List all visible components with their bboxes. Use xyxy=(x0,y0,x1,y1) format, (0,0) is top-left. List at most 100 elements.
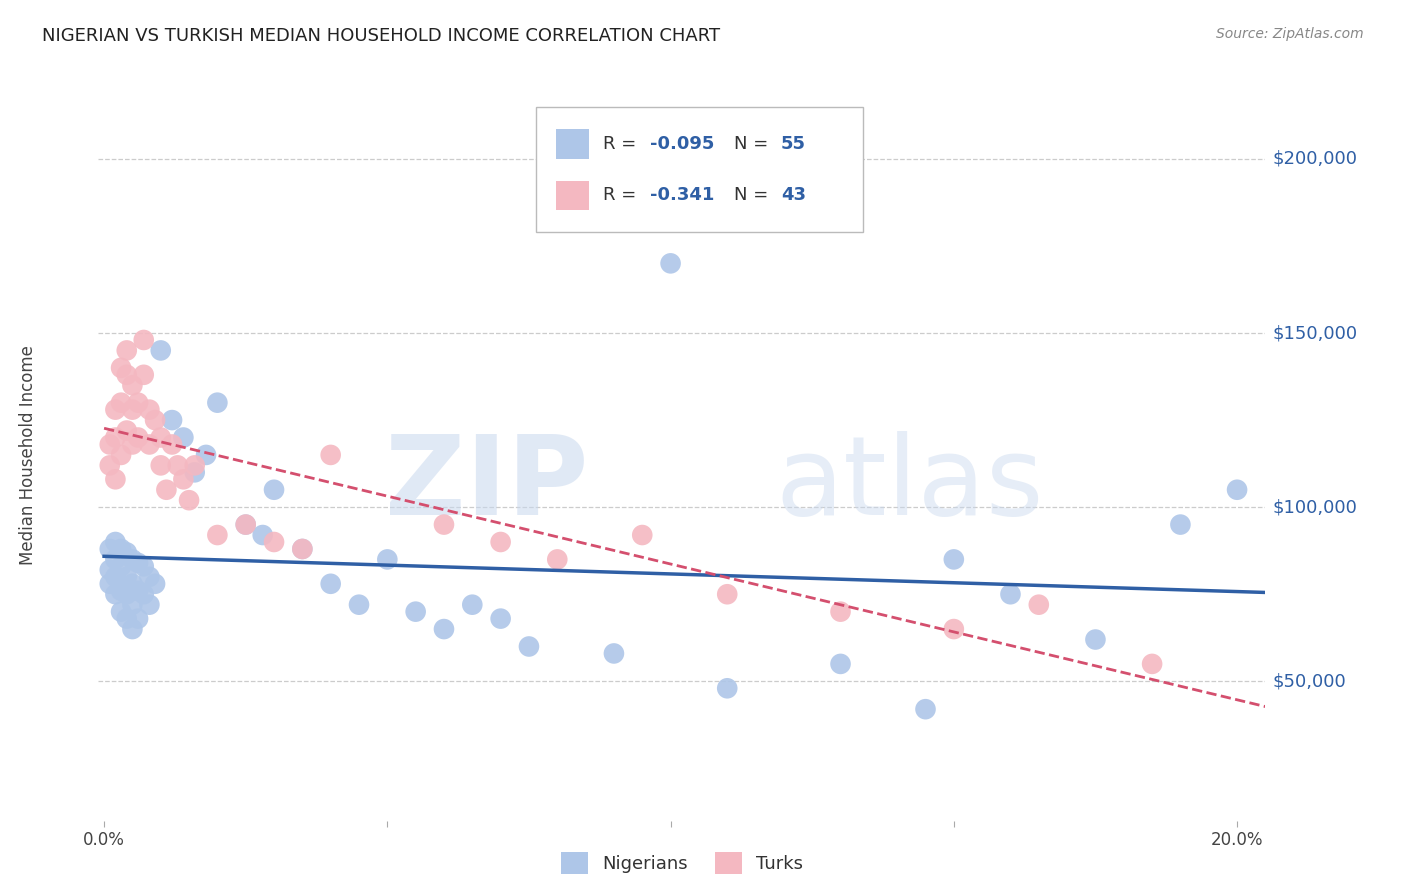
Point xyxy=(263,483,285,497)
Text: R =: R = xyxy=(603,186,641,204)
Point xyxy=(1084,632,1107,647)
Point xyxy=(517,640,540,654)
Point xyxy=(98,541,121,556)
Point xyxy=(98,458,121,473)
Text: $150,000: $150,000 xyxy=(1272,324,1358,342)
Point xyxy=(172,472,194,486)
Point xyxy=(115,570,138,584)
Point xyxy=(121,598,143,612)
Point xyxy=(98,437,121,451)
Text: $100,000: $100,000 xyxy=(1272,498,1357,516)
Point xyxy=(143,413,166,427)
Point xyxy=(127,430,149,444)
Text: 43: 43 xyxy=(782,186,806,204)
Point xyxy=(160,437,183,451)
Point xyxy=(132,559,155,574)
Point xyxy=(110,448,132,462)
Point xyxy=(207,528,229,542)
Point xyxy=(177,493,200,508)
Point xyxy=(489,535,512,549)
Point xyxy=(830,657,852,671)
Point xyxy=(104,552,127,566)
Point xyxy=(104,570,127,584)
Point xyxy=(132,587,155,601)
Point xyxy=(110,559,132,574)
Point xyxy=(127,395,149,409)
Point xyxy=(110,583,132,598)
Point xyxy=(115,545,138,559)
Point xyxy=(149,430,172,444)
Point xyxy=(115,587,138,601)
Text: -0.095: -0.095 xyxy=(651,135,714,153)
Point xyxy=(405,605,427,619)
Point xyxy=(1140,657,1163,671)
Text: atlas: atlas xyxy=(775,431,1043,538)
Point xyxy=(263,535,285,549)
Point xyxy=(127,583,149,598)
FancyBboxPatch shape xyxy=(555,180,589,210)
Point xyxy=(115,343,138,358)
Point xyxy=(160,413,183,427)
Text: N =: N = xyxy=(734,186,775,204)
Text: Source: ZipAtlas.com: Source: ZipAtlas.com xyxy=(1216,27,1364,41)
Point xyxy=(127,556,149,570)
Point xyxy=(1000,587,1022,601)
Point xyxy=(138,437,160,451)
Text: $50,000: $50,000 xyxy=(1272,673,1346,690)
Point xyxy=(603,647,626,661)
Point xyxy=(98,576,121,591)
Point xyxy=(121,622,143,636)
Point xyxy=(546,552,568,566)
FancyBboxPatch shape xyxy=(536,108,863,232)
Point xyxy=(631,528,654,542)
Point xyxy=(235,517,257,532)
Point xyxy=(110,360,132,375)
Point xyxy=(252,528,274,542)
Point xyxy=(110,395,132,409)
Point xyxy=(207,395,229,409)
Point xyxy=(461,598,484,612)
Point xyxy=(155,483,177,497)
Point xyxy=(104,535,127,549)
Text: $200,000: $200,000 xyxy=(1272,150,1357,168)
Point xyxy=(183,466,205,480)
Point xyxy=(138,402,160,417)
Point xyxy=(489,612,512,626)
Point xyxy=(830,605,852,619)
Point xyxy=(716,681,738,696)
Point xyxy=(104,587,127,601)
Point xyxy=(115,424,138,438)
Point xyxy=(121,378,143,392)
FancyBboxPatch shape xyxy=(555,129,589,159)
Text: 55: 55 xyxy=(782,135,806,153)
Point xyxy=(1170,517,1192,532)
Point xyxy=(1226,483,1249,497)
Point xyxy=(716,587,738,601)
Point xyxy=(183,458,205,473)
Text: -0.341: -0.341 xyxy=(651,186,714,204)
Point xyxy=(110,541,132,556)
Point xyxy=(115,612,138,626)
Point xyxy=(98,563,121,577)
Point xyxy=(121,437,143,451)
Point xyxy=(132,368,155,382)
Point xyxy=(942,552,965,566)
Point xyxy=(291,541,314,556)
Point xyxy=(143,576,166,591)
Point xyxy=(104,430,127,444)
Point xyxy=(433,622,456,636)
Text: R =: R = xyxy=(603,135,641,153)
Point xyxy=(319,448,342,462)
Point xyxy=(138,598,160,612)
Point xyxy=(121,552,143,566)
Text: NIGERIAN VS TURKISH MEDIAN HOUSEHOLD INCOME CORRELATION CHART: NIGERIAN VS TURKISH MEDIAN HOUSEHOLD INC… xyxy=(42,27,720,45)
Point xyxy=(659,256,682,270)
Text: Median Household Income: Median Household Income xyxy=(20,345,38,565)
Point xyxy=(127,612,149,626)
Point xyxy=(914,702,936,716)
Point xyxy=(166,458,188,473)
Point xyxy=(149,458,172,473)
Point xyxy=(110,605,132,619)
Legend: Nigerians, Turks: Nigerians, Turks xyxy=(554,845,810,881)
Point xyxy=(149,343,172,358)
